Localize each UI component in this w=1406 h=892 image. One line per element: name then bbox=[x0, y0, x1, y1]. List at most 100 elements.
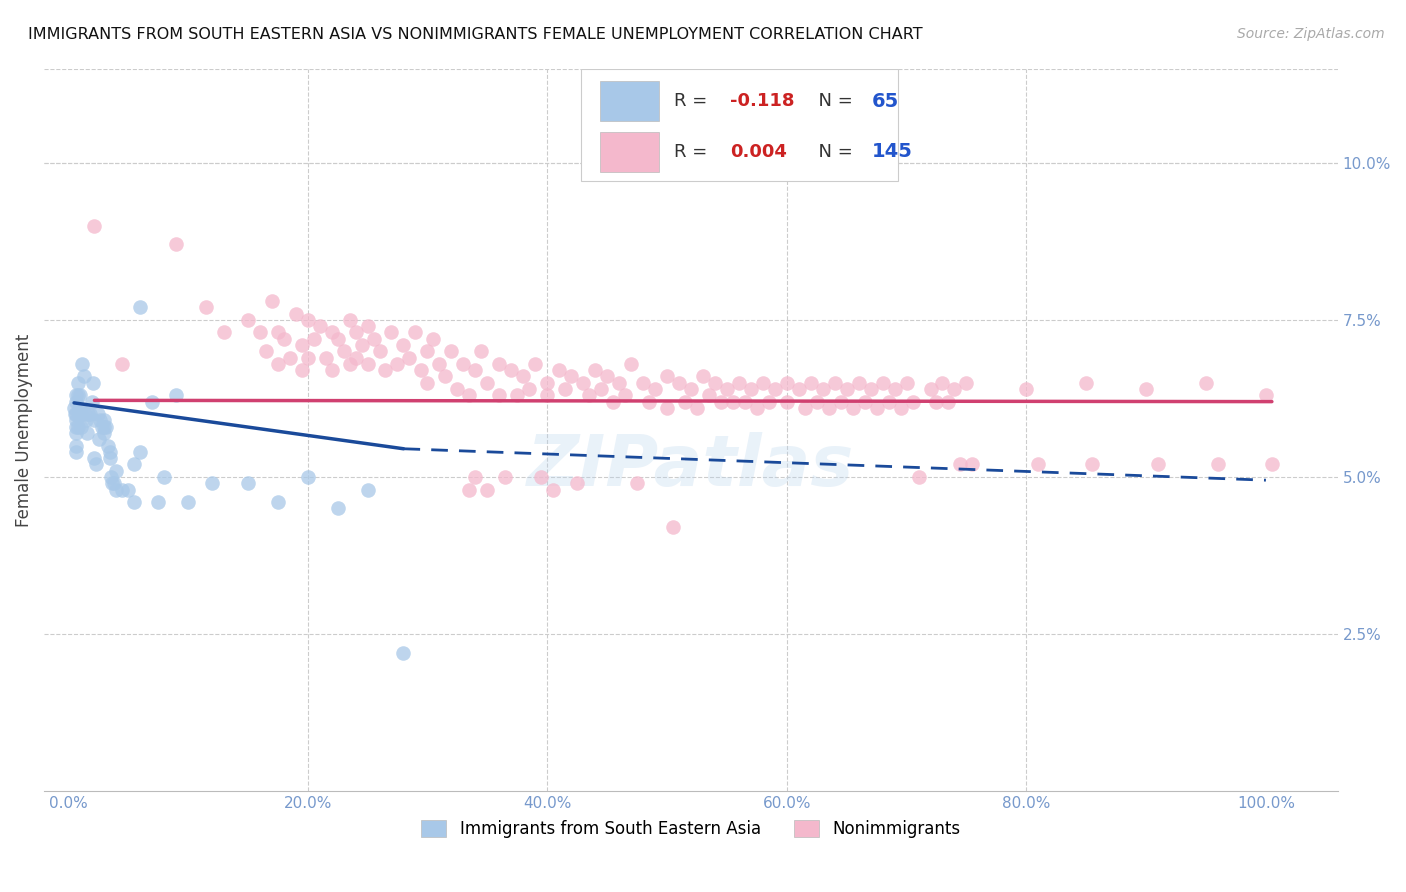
Point bbox=[363, 332, 385, 346]
Point bbox=[297, 313, 319, 327]
Point bbox=[901, 394, 924, 409]
Point bbox=[607, 376, 630, 390]
Point bbox=[83, 219, 105, 233]
Point bbox=[101, 476, 124, 491]
Point bbox=[740, 382, 762, 396]
Point bbox=[194, 301, 217, 315]
Point bbox=[93, 425, 115, 440]
Point bbox=[165, 237, 187, 252]
Point bbox=[374, 363, 396, 377]
Point bbox=[793, 401, 815, 415]
Point bbox=[65, 445, 87, 459]
Point bbox=[859, 382, 882, 396]
Point bbox=[122, 458, 145, 472]
Point bbox=[380, 326, 402, 340]
Point bbox=[830, 394, 852, 409]
Text: N =: N = bbox=[807, 92, 859, 110]
Point bbox=[66, 388, 89, 402]
Point bbox=[494, 470, 516, 484]
Point bbox=[89, 413, 111, 427]
Point bbox=[129, 301, 152, 315]
Point bbox=[477, 483, 499, 497]
Y-axis label: Female Unemployment: Female Unemployment bbox=[15, 334, 32, 526]
Point bbox=[673, 394, 696, 409]
Point bbox=[332, 344, 354, 359]
Text: -0.118: -0.118 bbox=[730, 92, 794, 110]
FancyBboxPatch shape bbox=[600, 132, 658, 171]
Point bbox=[356, 357, 378, 371]
Point bbox=[955, 376, 977, 390]
Point bbox=[201, 476, 224, 491]
Text: ZIPatlas: ZIPatlas bbox=[527, 432, 855, 500]
Point bbox=[614, 388, 637, 402]
Point bbox=[758, 394, 780, 409]
Point bbox=[141, 394, 163, 409]
Point bbox=[872, 376, 894, 390]
Point bbox=[655, 401, 678, 415]
Point bbox=[679, 382, 702, 396]
Point bbox=[98, 451, 121, 466]
Point bbox=[67, 401, 90, 415]
Point bbox=[117, 483, 139, 497]
Point bbox=[83, 413, 105, 427]
Point bbox=[896, 376, 918, 390]
Point bbox=[806, 394, 828, 409]
Text: IMMIGRANTS FROM SOUTH EASTERN ASIA VS NONIMMIGRANTS FEMALE UNEMPLOYMENT CORRELAT: IMMIGRANTS FROM SOUTH EASTERN ASIA VS NO… bbox=[28, 27, 922, 42]
Point bbox=[811, 382, 834, 396]
Point bbox=[87, 407, 110, 421]
Point bbox=[297, 351, 319, 365]
Point bbox=[75, 413, 97, 427]
Point bbox=[339, 313, 361, 327]
Point bbox=[321, 363, 343, 377]
Point bbox=[254, 344, 277, 359]
Point bbox=[752, 376, 775, 390]
Point bbox=[662, 520, 685, 534]
Point bbox=[267, 326, 290, 340]
Point bbox=[488, 357, 510, 371]
Point bbox=[470, 344, 492, 359]
Point bbox=[883, 382, 905, 396]
Point bbox=[70, 419, 93, 434]
Point bbox=[524, 357, 547, 371]
Point bbox=[82, 376, 104, 390]
Point bbox=[111, 483, 134, 497]
Point bbox=[787, 382, 810, 396]
Point bbox=[596, 369, 619, 384]
Text: N =: N = bbox=[807, 143, 859, 161]
Point bbox=[686, 401, 709, 415]
Point bbox=[458, 388, 481, 402]
Point bbox=[392, 338, 415, 352]
Point bbox=[668, 376, 690, 390]
Point bbox=[477, 376, 499, 390]
Point bbox=[416, 376, 439, 390]
Point bbox=[302, 332, 325, 346]
Point bbox=[697, 388, 720, 402]
Point bbox=[350, 338, 373, 352]
Point bbox=[638, 394, 661, 409]
Point bbox=[517, 382, 540, 396]
Point bbox=[1081, 458, 1104, 472]
Point bbox=[321, 326, 343, 340]
Point bbox=[236, 476, 259, 491]
Point bbox=[572, 376, 595, 390]
Point bbox=[70, 407, 93, 421]
Point bbox=[387, 357, 409, 371]
Point bbox=[65, 419, 87, 434]
Point bbox=[344, 326, 367, 340]
Point bbox=[835, 382, 858, 396]
Point bbox=[962, 458, 984, 472]
Point bbox=[560, 369, 582, 384]
Point bbox=[727, 376, 749, 390]
Point bbox=[65, 407, 87, 421]
Point bbox=[80, 394, 103, 409]
Point bbox=[644, 382, 666, 396]
Point bbox=[72, 357, 94, 371]
Point bbox=[65, 439, 87, 453]
Point bbox=[77, 407, 100, 421]
Point bbox=[464, 363, 486, 377]
Point bbox=[100, 470, 122, 484]
Point bbox=[776, 376, 799, 390]
Point bbox=[745, 401, 768, 415]
Text: Source: ZipAtlas.com: Source: ZipAtlas.com bbox=[1237, 27, 1385, 41]
Point bbox=[429, 357, 451, 371]
